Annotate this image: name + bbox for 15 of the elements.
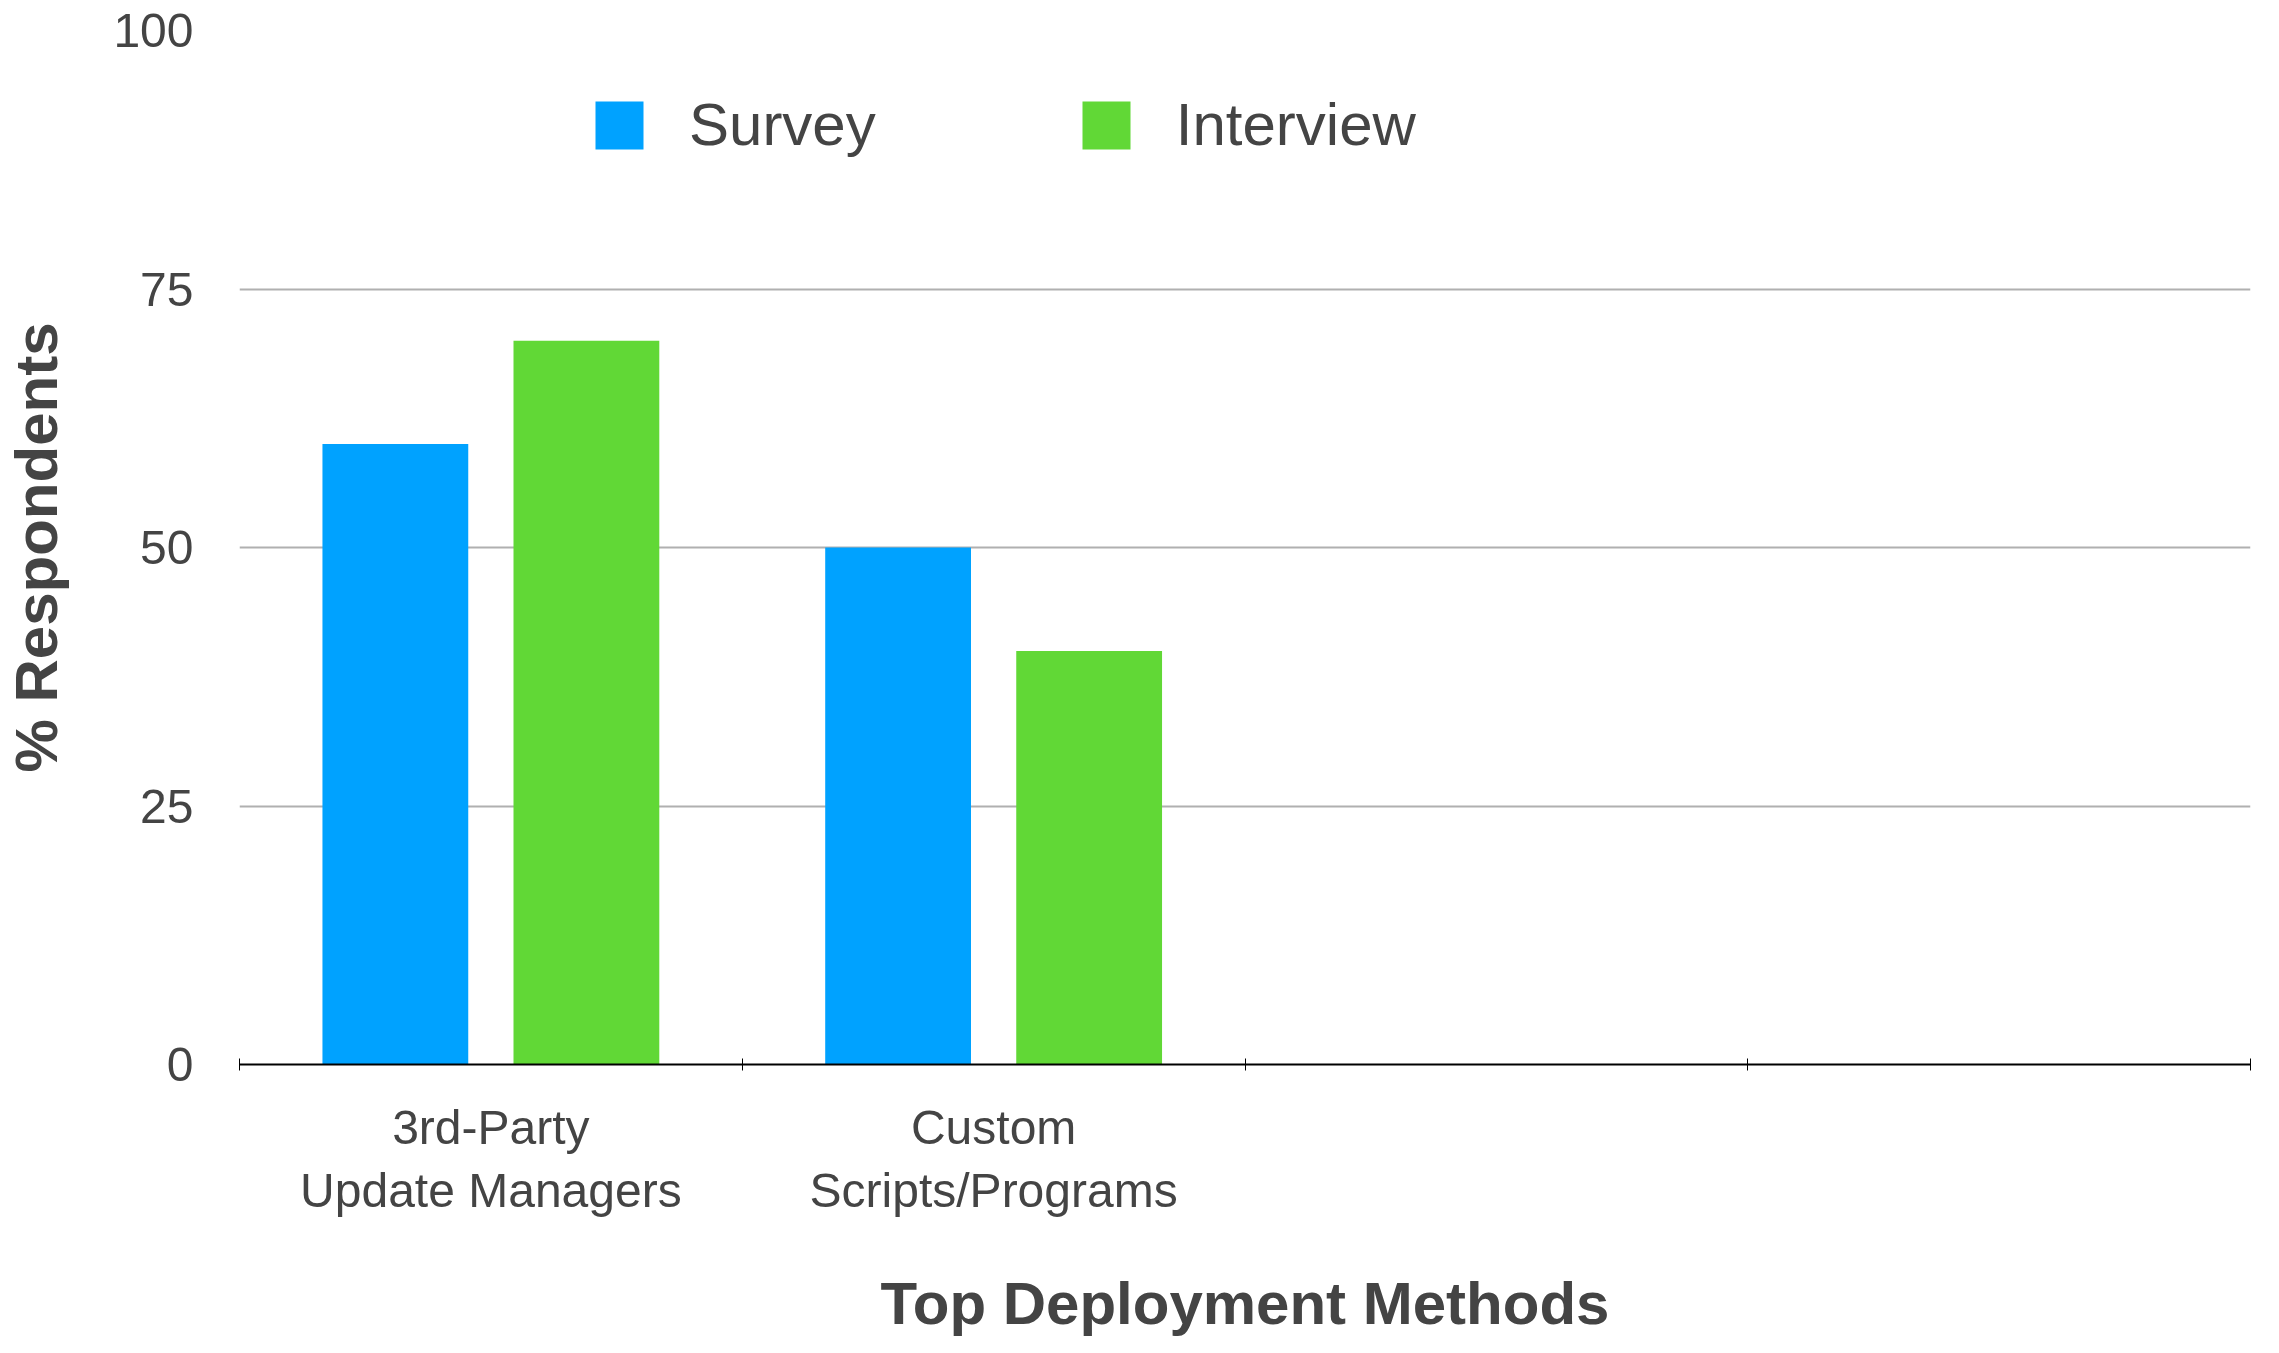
bar (825, 547, 971, 1065)
y-tick-label: 50 (140, 521, 194, 574)
x-axis-title: Top Deployment Methods (880, 1270, 1610, 1338)
legend-label: Survey (689, 90, 876, 159)
bar (322, 444, 469, 1065)
y-tick-label: 0 (166, 1038, 194, 1091)
y-axis-title: % Respondents (3, 322, 71, 773)
x-tick-label: 3rd-Party Update Managers (300, 1100, 682, 1218)
bar (1016, 650, 1163, 1065)
y-tick-label: 25 (140, 779, 194, 833)
x-tick-label: Custom Scripts/Programs (809, 1100, 1178, 1218)
y-tick-label: 75 (140, 262, 194, 316)
bar (513, 340, 660, 1065)
legend-label: Interview (1175, 90, 1416, 159)
y-tick-label: 100 (113, 4, 194, 57)
